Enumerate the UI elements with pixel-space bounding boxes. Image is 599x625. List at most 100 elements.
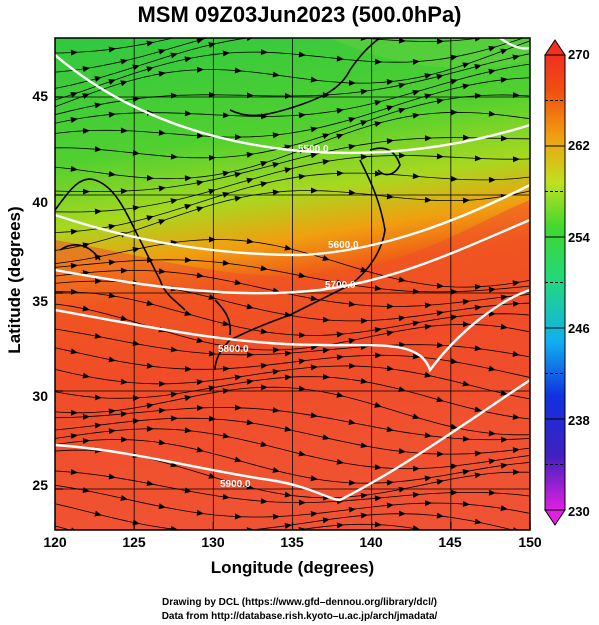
wind-arrow	[170, 198, 178, 205]
wind-arrow	[70, 165, 78, 172]
wind-arrow	[462, 380, 470, 387]
wind-arrow	[108, 473, 116, 480]
wind-arrow	[196, 405, 204, 412]
wind-arrow	[260, 328, 268, 335]
wind-arrow	[208, 294, 216, 300]
wind-arrow	[170, 415, 178, 422]
wind-arrow	[474, 345, 482, 352]
wind-arrow	[436, 73, 444, 80]
wind-arrow	[82, 305, 90, 312]
wind-arrow	[436, 512, 444, 519]
wind-arrow	[386, 426, 394, 433]
wind-arrow	[360, 317, 368, 324]
wind-arrow	[462, 298, 470, 305]
wind-arrow	[375, 0, 382, 3]
wind-arrow	[82, 487, 90, 493]
wind-arrow	[146, 215, 154, 222]
wind-arrow	[322, 133, 330, 140]
wind-arrow	[412, 58, 420, 65]
wind-arrow	[348, 362, 356, 369]
wind-arrow	[222, 432, 230, 439]
credit-line-1: Drawing by DCL (https://www.gfd–dennou.o…	[161, 597, 437, 608]
wind-arrow	[184, 310, 192, 317]
wind-arrow	[488, 176, 496, 183]
wind-arrow	[284, 167, 292, 174]
wind-arrow	[462, 321, 470, 328]
wind-arrow	[234, 171, 242, 178]
wind-arrow	[398, 486, 406, 493]
wind-arrow	[436, 98, 444, 105]
wind-arrow	[196, 180, 204, 186]
contour-label-5700: 5700.0	[325, 280, 356, 291]
wind-arrow	[310, 295, 318, 302]
wind-arrow	[386, 479, 394, 486]
wind-arrow	[450, 489, 458, 496]
wind-arrow	[70, 348, 78, 355]
wind-arrow	[196, 38, 204, 44]
wind-arrow	[436, 342, 444, 349]
wind-arrow	[500, 436, 508, 443]
wind-arrow	[222, 50, 230, 57]
wind-arrow	[451, 0, 458, 3]
wind-arrow	[424, 302, 432, 309]
wind-arrow	[208, 42, 216, 49]
wind-arrow	[120, 267, 128, 274]
map-title: MSM 09Z03Jun2023 (500.0hPa)	[137, 2, 462, 27]
wind-arrow	[374, 121, 382, 128]
wind-arrow	[322, 517, 330, 524]
wind-arrow	[170, 391, 178, 398]
wind-arrow	[82, 413, 90, 420]
wind-arrow	[120, 315, 128, 321]
wind-arrow	[488, 489, 496, 496]
y-tick-label: 35	[32, 293, 48, 309]
wind-arrow	[412, 112, 420, 119]
wind-arrow	[374, 401, 382, 408]
wind-arrow	[146, 40, 154, 47]
wind-arrow	[310, 187, 318, 194]
wind-arrow	[234, 195, 242, 202]
wind-arrow	[310, 76, 318, 83]
wind-arrow	[94, 76, 102, 82]
wind-arrow	[94, 102, 102, 109]
wind-arrow	[348, 79, 356, 86]
wind-arrow	[70, 527, 78, 530]
wind-arrow	[246, 419, 254, 426]
wind-arrow	[108, 408, 116, 415]
wind-arrow	[436, 282, 444, 289]
wind-arrow	[450, 175, 458, 182]
wind-arrow	[462, 83, 470, 90]
wind-arrow	[158, 503, 166, 510]
wind-arrow	[208, 91, 216, 98]
wind-arrow	[474, 450, 482, 457]
wind-arrow	[450, 54, 458, 61]
wind-arrow	[298, 385, 306, 392]
wind-arrow	[208, 350, 216, 357]
wind-arrow	[310, 511, 318, 518]
wind-arrow	[398, 315, 406, 322]
wind-arrow	[310, 364, 318, 371]
wind-arrow	[336, 458, 344, 465]
wind-arrow	[158, 268, 166, 275]
x-tick-label: 150	[518, 534, 542, 550]
axis-ticks	[54, 96, 531, 530]
wind-arrow	[158, 48, 166, 55]
x-tick-label: 140	[359, 534, 383, 550]
contour-label-5500: 5500.0	[298, 144, 329, 155]
wind-arrow	[450, 78, 458, 85]
wind-arrow	[462, 62, 470, 69]
streamline	[55, 303, 530, 351]
wind-arrow	[70, 49, 78, 56]
wind-arrow	[512, 27, 520, 34]
wind-arrow	[512, 469, 520, 476]
wind-arrow	[450, 109, 458, 116]
wind-arrow	[234, 26, 242, 33]
wind-arrow	[299, 4, 307, 11]
wind-arrow	[170, 525, 178, 530]
wind-arrow	[146, 66, 154, 73]
wind-arrow	[488, 45, 496, 52]
wind-arrow	[488, 68, 496, 75]
wind-arrow	[450, 463, 458, 470]
wind-arrow	[398, 276, 406, 283]
wind-arrow	[348, 189, 356, 196]
wind-arrow	[272, 71, 280, 78]
